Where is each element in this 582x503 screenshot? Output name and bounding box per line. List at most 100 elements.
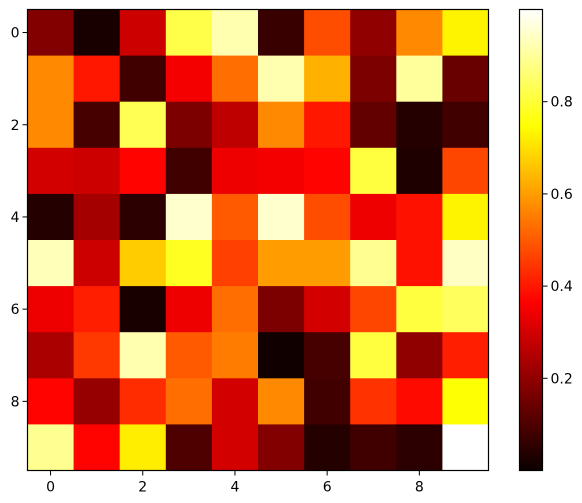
heatmap-cell-r8-c8 — [396, 378, 443, 425]
heatmap-cell-r6-c0 — [27, 286, 74, 333]
heatmap-cell-r4-c5 — [258, 193, 305, 241]
colorbar-tick-label: 0.4 — [551, 279, 573, 295]
heatmap-cell-r2-c8 — [396, 101, 443, 149]
heatmap-cell-r9-c6 — [304, 424, 351, 471]
heatmap-cell-r8-c4 — [211, 378, 259, 425]
heatmap-cell-r4-c3 — [165, 193, 213, 241]
heatmap-cell-r7-c1 — [73, 332, 121, 379]
heatmap-cell-r3-c4 — [211, 147, 259, 195]
x-tick-label: 0 — [46, 480, 55, 496]
heatmap-cell-r1-c6 — [304, 55, 351, 103]
heatmap-cell-r4-c9 — [442, 193, 489, 241]
x-tick-label: 4 — [230, 480, 239, 496]
heatmap-cell-r9-c4 — [211, 424, 259, 471]
heatmap-cell-r5-c4 — [211, 240, 259, 287]
heatmap-cell-r6-c6 — [304, 286, 351, 333]
heatmap-cell-r1-c0 — [27, 55, 74, 103]
heatmap-cell-r8-c6 — [304, 378, 351, 425]
y-axis-ticks: 0 2 4 6 8 — [11, 26, 28, 410]
heatmap-cell-r2-c3 — [165, 101, 213, 149]
heatmap-cell-r4-c7 — [350, 193, 397, 241]
heatmap-cell-r9-c5 — [258, 424, 305, 471]
heatmap-cell-r4-c4 — [211, 193, 259, 241]
heatmap-cell-r0-c8 — [396, 9, 443, 56]
heatmap-cell-r7-c6 — [304, 332, 351, 379]
colorbar-ticks: 0.2 0.4 0.6 0.8 — [542, 95, 573, 387]
heatmap-cell-r3-c7 — [350, 147, 397, 195]
x-tick-label: 2 — [138, 480, 147, 496]
heatmap-cell-r2-c9 — [442, 101, 489, 149]
heatmap-cell-r5-c7 — [350, 240, 397, 287]
heatmap-cell-r8-c9 — [442, 378, 489, 425]
heatmap-cell-r6-c4 — [211, 286, 259, 333]
heatmap-cell-r9-c0 — [27, 424, 74, 471]
x-tick-label: 8 — [415, 480, 424, 496]
heatmap-cell-r4-c6 — [304, 193, 351, 241]
heatmap-cell-r5-c1 — [73, 240, 121, 287]
heatmap-cell-r1-c5 — [258, 55, 305, 103]
heatmap-cell-r9-c7 — [350, 424, 397, 471]
heatmap-cell-r1-c7 — [350, 55, 397, 103]
y-tick-label: 4 — [11, 210, 20, 226]
heatmap-cell-r3-c3 — [165, 147, 213, 195]
x-axis-ticks: 0 2 4 6 8 — [46, 470, 424, 496]
heatmap-cell-r1-c8 — [396, 55, 443, 103]
heatmap-cell-r6-c3 — [165, 286, 213, 333]
heatmap-cell-r1-c1 — [73, 55, 121, 103]
heatmap-cell-r3-c6 — [304, 147, 351, 195]
heatmap-cell-r7-c7 — [350, 332, 397, 379]
heatmap-cell-r6-c5 — [258, 286, 305, 333]
heatmap-cells — [27, 9, 489, 471]
heatmap-cell-r7-c9 — [442, 332, 489, 379]
heatmap-cell-r6-c1 — [73, 286, 121, 333]
heatmap-cell-r3-c8 — [396, 147, 443, 195]
heatmap-cell-r7-c4 — [211, 332, 259, 379]
y-tick-label: 6 — [11, 302, 20, 318]
y-tick-label: 0 — [11, 26, 20, 42]
heatmap-cell-r0-c3 — [165, 9, 213, 56]
heatmap-cell-r0-c9 — [442, 9, 489, 56]
heatmap-cell-r1-c9 — [442, 55, 489, 103]
heatmap-cell-r3-c1 — [73, 147, 121, 195]
heatmap-cell-r5-c3 — [165, 240, 213, 287]
heatmap-cell-r2-c7 — [350, 101, 397, 149]
heatmap-cell-r2-c6 — [304, 101, 351, 149]
colorbar-tick-label: 0.6 — [551, 187, 573, 203]
heatmap-cell-r3-c9 — [442, 147, 489, 195]
heatmap-cell-r8-c5 — [258, 378, 305, 425]
heatmap-cell-r3-c0 — [27, 147, 74, 195]
y-tick-label: 8 — [11, 394, 20, 410]
heatmap-cell-r7-c5 — [258, 332, 305, 379]
heatmap-cell-r4-c1 — [73, 193, 121, 241]
heatmap-cell-r7-c8 — [396, 332, 443, 379]
heatmap-cell-r7-c2 — [119, 332, 167, 379]
heatmap-cell-r1-c3 — [165, 55, 213, 103]
heatmap-cell-r0-c7 — [350, 9, 397, 56]
heatmap-cell-r2-c1 — [73, 101, 121, 149]
heatmap-cell-r2-c4 — [211, 101, 259, 149]
heatmap-cell-r0-c0 — [27, 9, 74, 56]
heatmap-cell-r5-c9 — [442, 240, 489, 287]
colorbar-tick-label: 0.8 — [551, 95, 573, 111]
heatmap-cell-r6-c8 — [396, 286, 443, 333]
heatmap-cell-r0-c1 — [73, 9, 121, 56]
heatmap-cell-r7-c0 — [27, 332, 74, 379]
heatmap-cell-r0-c5 — [258, 9, 305, 56]
heatmap-cell-r6-c7 — [350, 286, 397, 333]
heatmap-cell-r8-c3 — [165, 378, 213, 425]
heatmap-cell-r8-c2 — [119, 378, 167, 425]
heatmap-cell-r5-c8 — [396, 240, 443, 287]
heatmap-cell-r0-c6 — [304, 9, 351, 56]
heatmap-cell-r0-c4 — [211, 9, 259, 56]
colorbar — [518, 8, 544, 472]
heatmap-cell-r9-c9 — [442, 424, 489, 471]
heatmap-cell-r3-c2 — [119, 147, 167, 195]
heatmap-cell-r5-c5 — [258, 240, 305, 287]
heatmap-cell-r4-c2 — [119, 193, 167, 241]
heatmap-cell-r5-c2 — [119, 240, 167, 287]
heatmap-cell-r5-c6 — [304, 240, 351, 287]
heatmap-cell-r7-c3 — [165, 332, 213, 379]
x-tick-label: 6 — [323, 480, 332, 496]
heatmap-cell-r3-c5 — [258, 147, 305, 195]
